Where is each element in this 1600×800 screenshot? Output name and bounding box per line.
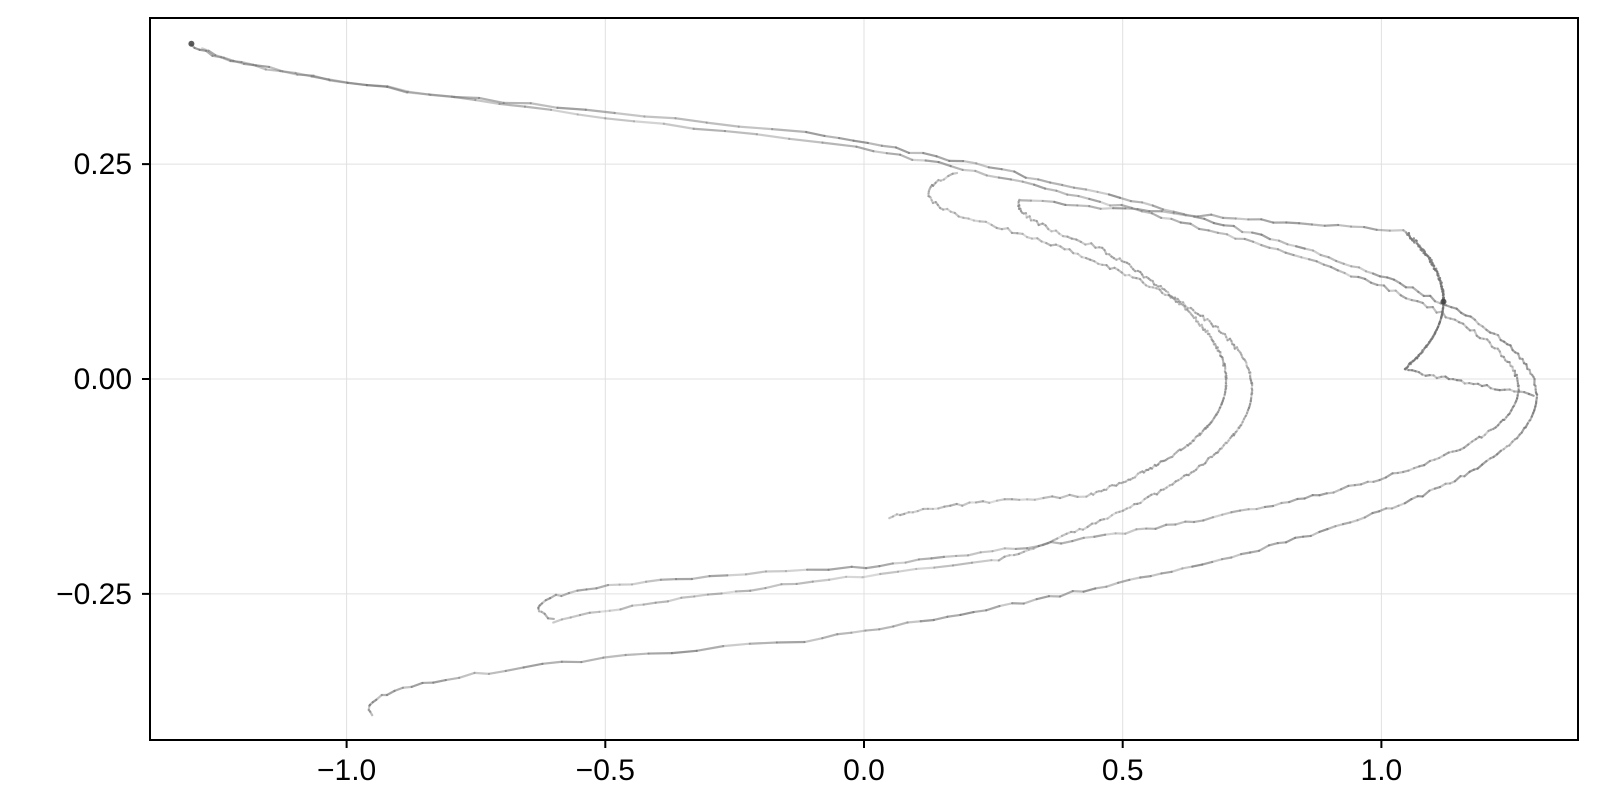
x-tick-label: 0.5 xyxy=(1102,754,1144,787)
x-tick-label: 0.0 xyxy=(843,754,885,787)
x-tick-label: −0.5 xyxy=(576,754,635,787)
x-tick-label: 1.0 xyxy=(1361,754,1403,787)
attractor-chart: −1.0 −0.5 0.0 0.5 1.0 −0.25 0.00 0.25 xyxy=(0,0,1600,800)
y-tick-label: 0.25 xyxy=(74,148,132,181)
x-tick-label: −1.0 xyxy=(317,754,376,787)
y-tick-label: 0.00 xyxy=(74,363,132,396)
y-tick-label: −0.25 xyxy=(56,578,132,611)
chart-container: −1.0 −0.5 0.0 0.5 1.0 −0.25 0.00 0.25 xyxy=(0,0,1600,800)
